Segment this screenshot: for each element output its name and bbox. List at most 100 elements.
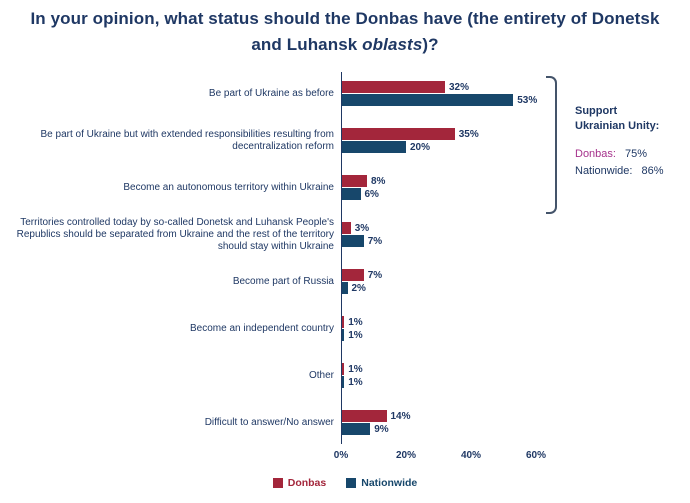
chart-row: Become an autonomous territory within Uk… <box>10 164 680 211</box>
bar-group: 7% 2% <box>341 269 571 295</box>
nationwide-bar <box>341 141 406 153</box>
donbas-bar <box>341 222 351 234</box>
bar-value-label: 1% <box>348 316 363 328</box>
category-label: Become part of Russia <box>232 275 334 287</box>
annotation-title-line2: Ukrainian Unity: <box>575 119 660 132</box>
bar-value-label: 1% <box>348 329 363 341</box>
bar-value-label: 6% <box>364 188 379 200</box>
category-label: Become an independent country <box>190 322 334 334</box>
bar-group: 8% 6% <box>341 175 571 201</box>
annotation-title-line1: Support <box>575 105 618 117</box>
chart-title-text: In your opinion, what status should the … <box>30 9 660 55</box>
bar-group: 35% 20% <box>341 128 571 154</box>
donbas-bar <box>341 175 367 187</box>
donbas-bar <box>341 316 345 328</box>
bar-line: 9% <box>341 423 571 436</box>
bar-value-label: 9% <box>374 423 389 435</box>
nationwide-bar <box>341 235 364 247</box>
nationwide-bar <box>341 423 371 435</box>
bar-line: 7% <box>341 235 571 248</box>
nationwide-bar <box>341 282 348 294</box>
bar-value-label: 20% <box>410 141 431 153</box>
bar-line: 1% <box>341 329 571 342</box>
bar-value-label: 1% <box>348 376 363 388</box>
nationwide-bar <box>341 188 361 200</box>
annotation-donbas-row: Donbas: 75% <box>575 147 687 162</box>
bar-value-label: 35% <box>458 128 479 140</box>
donbas-bar <box>341 128 455 140</box>
chart-row: Other 1% 1% <box>10 352 680 399</box>
legend-swatch <box>346 478 357 488</box>
category-label: Become an autonomous territory within Uk… <box>123 181 334 193</box>
category-label: Be part of Ukraine as before <box>208 87 334 99</box>
chart-legend: Donbas Nationwide <box>0 477 690 489</box>
donbas-bar <box>341 410 387 422</box>
bar-line: 20% <box>341 141 571 154</box>
chart-row: Become an independent country 1% 1% <box>10 305 680 352</box>
bar-line: 8% <box>341 175 571 188</box>
nationwide-bar <box>341 376 345 388</box>
bar-line: 32% <box>341 81 571 94</box>
chart-title: In your opinion, what status should the … <box>0 6 690 59</box>
category-label: Difficult to answer/No answer <box>204 416 334 428</box>
x-tick-label: 60% <box>525 450 547 461</box>
chart-row: Be part of Ukraine as before 32% 53% <box>10 70 680 117</box>
legend-item-nationwide: Nationwide <box>346 477 417 489</box>
nationwide-bar <box>341 329 345 341</box>
chart-row: Territories controlled today by so-calle… <box>10 211 680 258</box>
bar-chart: Be part of Ukraine as before 32% 53% Be par… <box>10 70 680 485</box>
chart-title-suffix: )? <box>422 35 439 55</box>
bar-value-label: 1% <box>348 363 363 375</box>
donbas-bar <box>341 81 445 93</box>
donbas-bar <box>341 269 364 281</box>
x-axis-ticks: 0% 20% 40% 60% <box>10 450 680 464</box>
bar-value-label: 14% <box>390 410 411 422</box>
bar-line: 35% <box>341 128 571 141</box>
bar-group: 1% 1% <box>341 316 571 342</box>
annotation-nationwide-label: Nationwide: <box>575 164 633 177</box>
chart-rows: Be part of Ukraine as before 32% 53% Be par… <box>10 70 680 446</box>
bar-group: 1% 1% <box>341 363 571 389</box>
bar-line: 6% <box>341 188 571 201</box>
bar-line: 1% <box>341 316 571 329</box>
unity-annotation: Support Ukrainian Unity: Donbas: 75% Nat… <box>575 104 687 178</box>
bar-group: 3% 7% <box>341 222 571 248</box>
bar-group: 32% 53% <box>341 81 571 107</box>
x-tick-label: 0% <box>333 450 349 461</box>
bar-value-label: 7% <box>367 235 383 247</box>
bar-group: 14% 9% <box>341 410 571 436</box>
annotation-donbas-value: 75% <box>625 147 648 160</box>
bar-line: 3% <box>341 222 571 235</box>
bar-value-label: 3% <box>354 222 370 234</box>
category-label: Be part of Ukraine but with extended res… <box>40 128 334 152</box>
bar-value-label: 53% <box>517 94 538 106</box>
bar-value-label: 8% <box>371 175 386 187</box>
bar-line: 2% <box>341 282 571 295</box>
legend-label: Nationwide <box>361 477 418 489</box>
y-axis-line <box>341 72 342 444</box>
bar-value-label: 32% <box>449 81 470 93</box>
chart-row: Be part of Ukraine but with extended res… <box>10 117 680 164</box>
donbas-bar <box>341 363 345 375</box>
annotation-nationwide-row: Nationwide: 86% <box>575 164 687 179</box>
legend-item-donbas: Donbas <box>272 477 327 489</box>
annotation-title: Support Ukrainian Unity: <box>575 104 687 134</box>
nationwide-bar <box>341 94 514 106</box>
annotation-donbas-label: Donbas: <box>575 147 616 160</box>
chart-row: Become part of Russia 7% 2% <box>10 258 680 305</box>
bar-line: 7% <box>341 269 571 282</box>
chart-row: Difficult to answer/No answer 14% 9% <box>10 399 680 446</box>
bar-value-label: 2% <box>351 282 366 294</box>
category-label: Territories controlled today by so-calle… <box>16 216 334 252</box>
legend-swatch <box>272 478 283 488</box>
unity-bracket <box>546 76 557 214</box>
bar-line: 1% <box>341 376 571 389</box>
legend-label: Donbas <box>287 477 327 489</box>
x-tick-label: 40% <box>460 450 482 461</box>
category-label: Other <box>308 369 334 381</box>
x-tick-label: 20% <box>395 450 417 461</box>
bar-line: 1% <box>341 363 571 376</box>
annotation-nationwide-value: 86% <box>641 164 664 177</box>
bar-line: 14% <box>341 410 571 423</box>
